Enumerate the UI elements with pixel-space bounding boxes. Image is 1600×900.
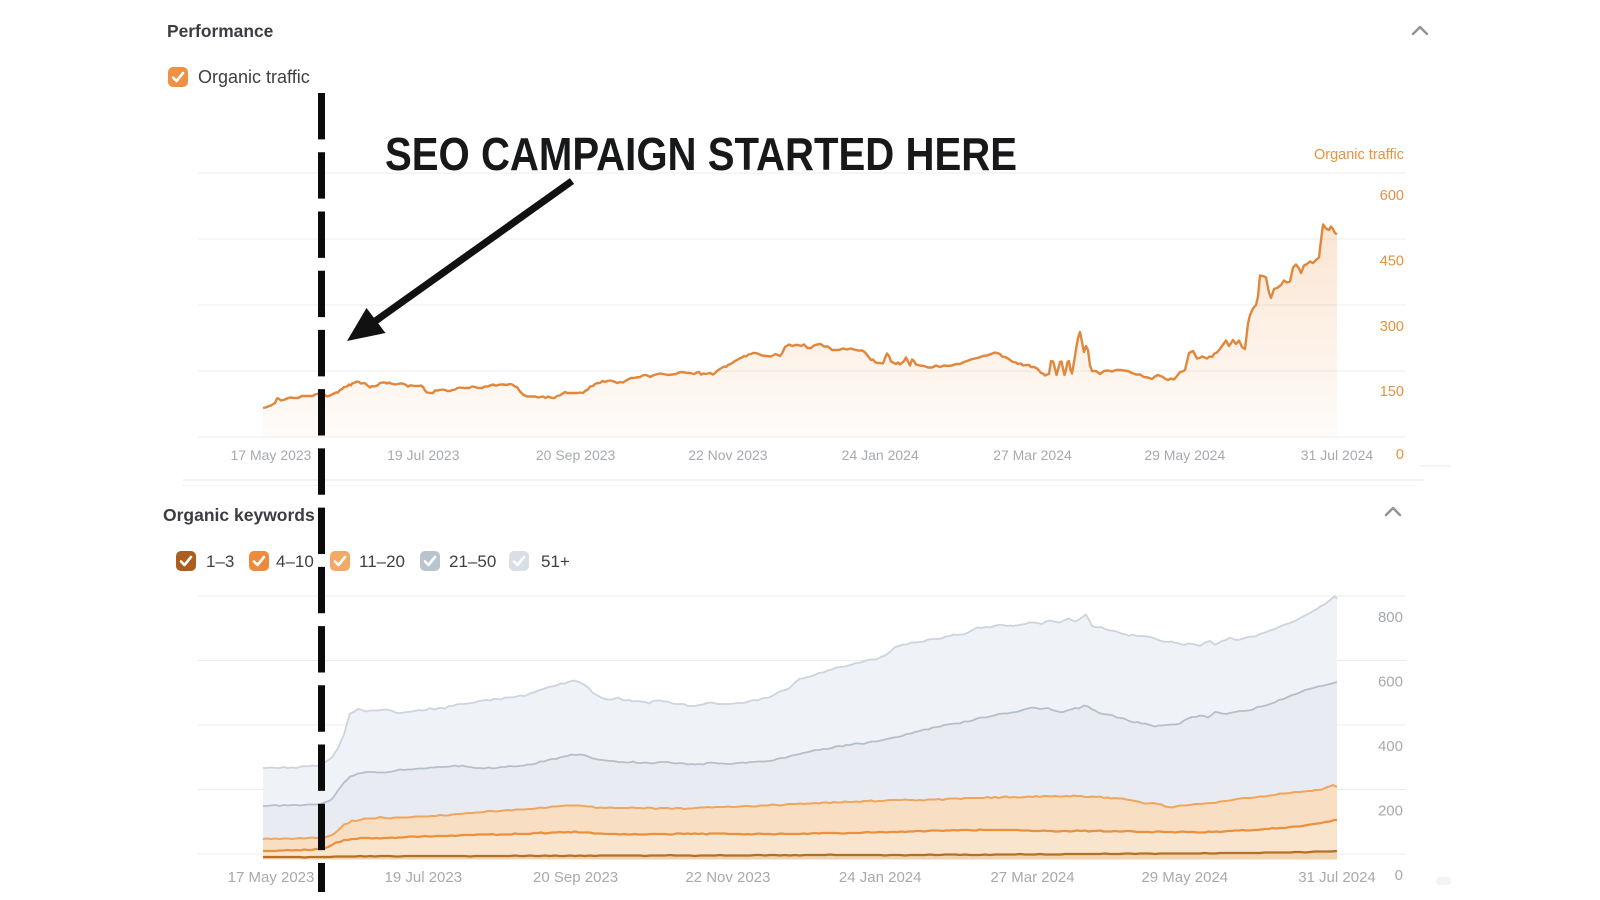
svg-text:SEO CAMPAIGN STARTED HERE: SEO CAMPAIGN STARTED HERE xyxy=(385,128,1017,180)
svg-text:24 Jan 2024: 24 Jan 2024 xyxy=(839,869,922,886)
svg-text:200: 200 xyxy=(1378,803,1403,820)
svg-text:29 May 2024: 29 May 2024 xyxy=(1144,447,1225,463)
svg-text:17 May 2023: 17 May 2023 xyxy=(231,447,312,463)
svg-text:20 Sep 2023: 20 Sep 2023 xyxy=(536,447,616,463)
svg-text:0: 0 xyxy=(1396,447,1404,463)
svg-text:24 Jan 2024: 24 Jan 2024 xyxy=(842,447,919,463)
svg-text:19 Jul 2023: 19 Jul 2023 xyxy=(385,869,463,886)
svg-text:150: 150 xyxy=(1380,384,1404,400)
svg-text:300: 300 xyxy=(1380,319,1404,335)
svg-text:20 Sep 2023: 20 Sep 2023 xyxy=(533,869,618,886)
svg-text:800: 800 xyxy=(1378,609,1403,626)
svg-text:22 Nov 2023: 22 Nov 2023 xyxy=(688,447,768,463)
svg-text:17 May 2023: 17 May 2023 xyxy=(228,869,315,886)
svg-text:27 Mar 2024: 27 Mar 2024 xyxy=(993,447,1072,463)
svg-text:Organic traffic: Organic traffic xyxy=(1314,147,1404,163)
svg-text:600: 600 xyxy=(1380,188,1404,204)
svg-text:27 Mar 2024: 27 Mar 2024 xyxy=(990,869,1074,886)
svg-text:29 May 2024: 29 May 2024 xyxy=(1141,869,1228,886)
svg-text:600: 600 xyxy=(1378,674,1403,691)
svg-text:0: 0 xyxy=(1395,867,1403,884)
svg-text:22 Nov 2023: 22 Nov 2023 xyxy=(685,869,770,886)
svg-text:400: 400 xyxy=(1378,738,1403,755)
svg-text:31 Jul 2024: 31 Jul 2024 xyxy=(1298,869,1376,886)
svg-text:31 Jul 2024: 31 Jul 2024 xyxy=(1301,447,1374,463)
svg-text:19 Jul 2023: 19 Jul 2023 xyxy=(387,447,460,463)
svg-text:450: 450 xyxy=(1380,254,1404,270)
